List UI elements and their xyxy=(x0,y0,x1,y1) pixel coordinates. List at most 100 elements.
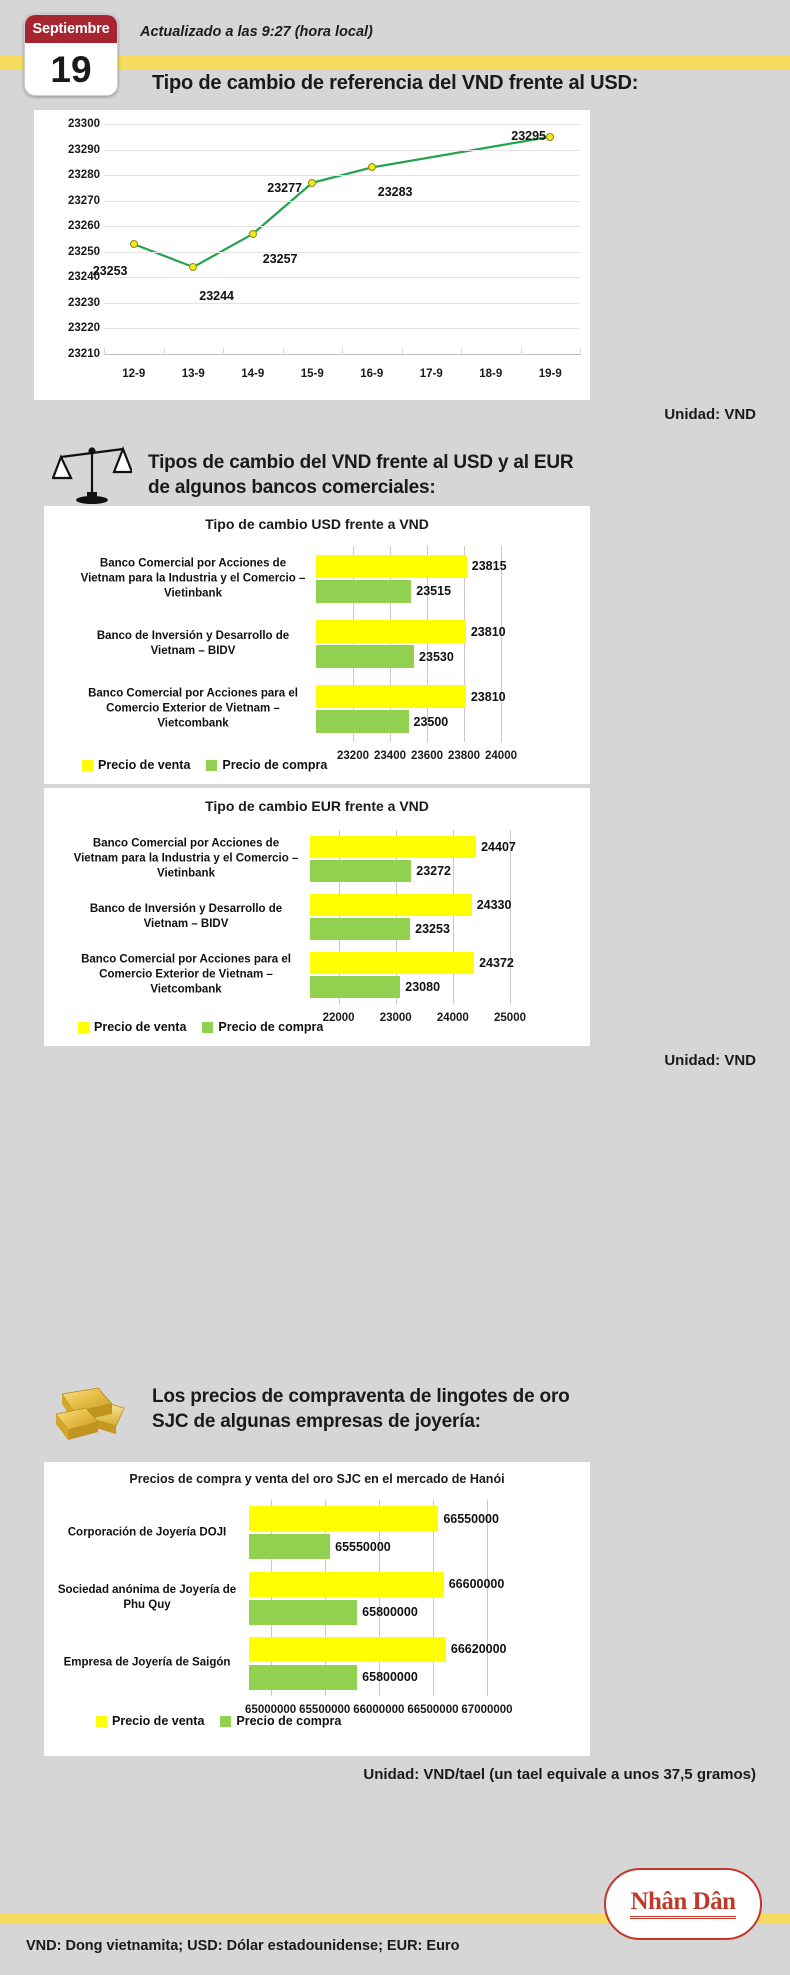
line-chart-y-tick: 23290 xyxy=(68,143,100,156)
bar-sell xyxy=(249,1506,439,1532)
line-chart-data-point xyxy=(248,229,257,238)
section1-title: Tipo de cambio de referencia del VND fre… xyxy=(152,72,639,94)
bar-buy xyxy=(249,1534,331,1560)
usd-chart-title: Tipo de cambio USD frente a VND xyxy=(205,516,429,532)
line-chart-x-tick-mark xyxy=(163,348,165,355)
bar-chart-category-label: Banco Comercial por Acciones para el Com… xyxy=(81,953,291,996)
bar-chart-x-tick: 65000000 xyxy=(245,1704,297,1716)
legend-label-sell: Precio de venta xyxy=(112,1714,205,1728)
bar-chart-gridline xyxy=(324,1500,326,1696)
bar-value-label: 24372 xyxy=(479,956,514,970)
bar-buy xyxy=(316,645,415,668)
line-chart-x-tick-mark xyxy=(104,348,105,355)
bar-chart-x-tick: 23000 xyxy=(379,1012,412,1024)
bar-value-label: 66620000 xyxy=(450,1642,507,1657)
legend-swatch-sell xyxy=(82,759,93,771)
legend-swatch-sell xyxy=(78,1021,89,1033)
line-chart-x-tick-mark xyxy=(580,348,581,355)
bar-value-label: 23253 xyxy=(415,922,450,936)
line-chart-gridline xyxy=(104,277,580,279)
reference-rate-chart: 23300 23290 23280 23270 23260 23250 23240 23230… xyxy=(34,110,590,400)
line-chart-x-tick-mark xyxy=(520,348,522,355)
bar-chart-x-tick: 23600 xyxy=(411,750,443,762)
bar-buy xyxy=(310,976,401,998)
legend-label-buy: Precio de compra xyxy=(218,1020,324,1034)
bar-chart-category-label: Banco Comercial por Acciones de Vietnam … xyxy=(73,837,299,880)
bar-chart-x-tick: 25000 xyxy=(494,1012,526,1024)
bar-chart-category-label: Empresa de Joyería de Saigón xyxy=(63,1656,231,1669)
bar-chart-gridline xyxy=(427,546,428,742)
bar-chart-gridline xyxy=(452,830,454,1004)
line-chart-y-tick: 23260 xyxy=(68,220,100,233)
bar-chart-gridline xyxy=(378,1500,380,1696)
line-chart-data-point xyxy=(129,240,138,249)
gold-panel-plot-area xyxy=(249,1500,488,1696)
bar-chart-legend: Precio de venta Precio de compra xyxy=(82,758,327,772)
line-chart-gridline xyxy=(104,175,580,177)
eur-panel-plot-area xyxy=(310,830,511,1004)
usd-panel-plot-area xyxy=(316,546,502,742)
line-chart-x-tick: 19-9 xyxy=(538,368,562,380)
line-chart-x-tick-mark xyxy=(461,348,462,355)
line-chart-x-tick-mark xyxy=(282,348,284,355)
bar-sell xyxy=(310,836,477,858)
line-chart-value-label: 23283 xyxy=(377,185,413,200)
bar-sell xyxy=(316,685,466,709)
bar-chart-category-label: Sociedad anónima de Joyería de Phu Quy xyxy=(57,1584,237,1611)
legend-label-sell: Precio de venta xyxy=(94,1020,187,1034)
bar-sell xyxy=(316,554,467,578)
bar-value-label: 24407 xyxy=(481,840,516,854)
line-chart-gridline xyxy=(104,124,580,125)
legend-swatch-sell xyxy=(96,1715,107,1727)
line-chart-y-tick: 23250 xyxy=(68,245,100,258)
unit-label-3: Unidad: VND/tael (un tael equivale a uno… xyxy=(363,1766,756,1783)
line-chart-x-tick: 12-9 xyxy=(122,368,146,380)
bar-sell xyxy=(249,1571,444,1597)
bar-chart-gridline xyxy=(487,1500,488,1696)
line-chart-gridline xyxy=(104,328,580,330)
gold-bars-icon xyxy=(55,1387,125,1440)
legend-swatch-buy xyxy=(220,1715,232,1727)
bar-chart-x-tick: 66000000 xyxy=(353,1704,405,1716)
line-chart-data-point xyxy=(546,132,555,141)
nhan-dan-logo: Nhân Dân xyxy=(604,1868,762,1940)
bar-chart-legend: Precio de venta Precio de compra xyxy=(96,1714,341,1728)
bar-chart-x-tick: 66500000 xyxy=(407,1704,459,1716)
line-chart-value-label: 23244 xyxy=(199,289,235,304)
line-chart-data-point xyxy=(367,163,376,172)
bar-value-label: 23500 xyxy=(413,714,449,729)
line-chart-gridline xyxy=(104,200,580,202)
section3-title: Los precios de compraventa de lingotes d… xyxy=(152,1386,570,1432)
line-chart-plot-area: 23253 23244 23257 23277 23283 23295 xyxy=(93,124,581,355)
unit-label-2: Unidad: VND xyxy=(664,1052,756,1069)
line-chart-value-label: 23277 xyxy=(267,180,303,195)
line-chart-value-label: 23253 xyxy=(92,264,128,279)
line-chart-value-label: 23295 xyxy=(511,128,547,143)
legend-swatch-buy xyxy=(202,1021,214,1033)
line-chart-y-tick: 23220 xyxy=(68,322,100,335)
line-chart-y-axis: 23300 23290 23280 23270 23260 23250 23240 23230… xyxy=(34,110,100,400)
line-chart-x-tick: 16-9 xyxy=(360,368,384,380)
bar-chart-x-tick: 23400 xyxy=(374,750,406,762)
legend-label-sell: Precio de venta xyxy=(98,758,191,772)
bar-sell xyxy=(310,894,472,916)
bar-chart-gridline xyxy=(510,830,511,1004)
bar-chart-category-label: Banco Comercial por Acciones de Vietnam … xyxy=(80,557,306,600)
calendar-month: Septiembre xyxy=(25,15,117,43)
calendar-day: 19 xyxy=(50,49,92,90)
line-chart-x-tick: 13-9 xyxy=(181,368,205,380)
bar-buy xyxy=(249,1664,358,1690)
bar-chart-x-tick: 23200 xyxy=(337,750,369,762)
bar-value-label: 24330 xyxy=(476,898,512,912)
header-accent-band xyxy=(0,56,790,69)
line-chart-x-tick-mark xyxy=(342,348,343,355)
eur-vnd-chart: Tipo de cambio EUR frente a VND 22000 230… xyxy=(44,788,590,1046)
legend-label-buy: Precio de compra xyxy=(222,758,328,772)
bar-value-label: 65800000 xyxy=(362,1605,418,1619)
line-chart-y-tick: 23280 xyxy=(68,169,100,182)
line-chart-gridline xyxy=(104,251,580,253)
gold-chart-title: Precios de compra y venta del oro SJC en… xyxy=(129,1472,505,1486)
line-chart-x-tick-mark xyxy=(223,348,224,355)
bar-value-label: 23080 xyxy=(405,980,441,994)
